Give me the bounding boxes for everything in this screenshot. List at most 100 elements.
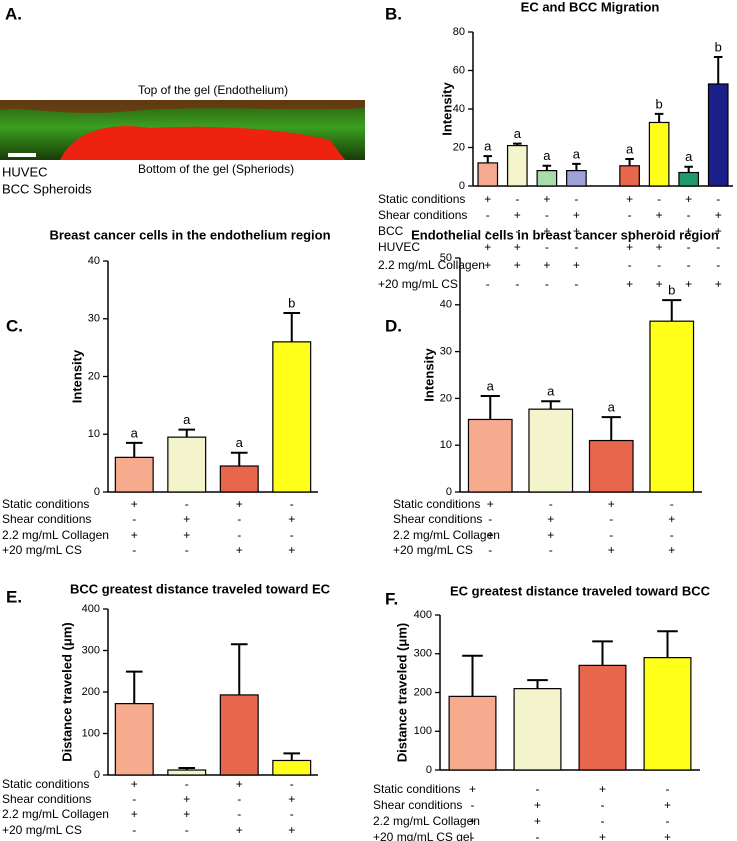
condition-mark: + [484,258,491,272]
error-bar [684,165,693,173]
condition-mark: + [626,277,633,291]
condition-mark: + [288,512,295,526]
error-bar [527,679,548,689]
bar [219,465,259,493]
condition-mark: - [687,258,691,272]
significance-letter: a [543,148,551,163]
bar [219,694,259,776]
condition-mark: + [573,224,580,238]
y-tick-label: 50 [440,252,452,264]
significance-letter: a [131,425,139,440]
condition-mark: - [628,258,632,272]
y-tick-label: 400 [82,603,100,615]
bar-chart: C. Breast cancer cells in the endothelium… [2,227,331,557]
error-bar [541,400,561,410]
condition-mark: - [132,823,136,837]
panel-label: D. [385,316,402,335]
condition-mark: + [543,192,550,206]
y-axis-label: Distance traveled (μm) [59,622,74,761]
condition-mark: - [237,528,241,542]
condition-mark: - [486,277,490,291]
condition-mark: - [716,258,720,272]
panel-label: C. [6,316,23,335]
panel-label: F. [385,589,398,608]
condition-mark: + [573,258,580,272]
condition-mark: + [543,224,550,238]
condition-label: Shear conditions [378,208,467,222]
condition-mark: + [236,823,243,837]
condition-mark: - [290,807,294,821]
condition-mark: - [628,208,632,222]
condition-mark: - [290,497,294,511]
error-bar [513,142,522,146]
y-tick-label: 40 [453,103,465,115]
error-bar [572,162,581,171]
condition-mark: - [515,224,519,238]
error-bar [125,670,143,704]
error-bar [462,654,483,697]
panel-label: A. [5,4,22,23]
condition-label: 2.2 mg/mL Collagen [393,528,500,542]
y-tick-label: 300 [82,644,100,656]
error-bar [713,56,723,84]
condition-mark: + [484,192,491,206]
bar [448,695,497,771]
y-tick-label: 400 [414,609,432,621]
condition-mark: + [685,224,692,238]
condition-mark: + [514,208,521,222]
condition-mark: - [628,224,632,238]
y-tick-label: 30 [88,313,100,325]
condition-mark: - [237,792,241,806]
bar [619,165,640,187]
y-tick-label: 0 [94,486,100,498]
error-bar [283,311,301,342]
condition-mark: - [132,543,136,557]
condition-mark: + [534,798,541,812]
y-tick-label: 300 [414,648,432,660]
condition-label: Static conditions [393,497,480,511]
condition-mark: + [469,814,476,828]
condition-mark: - [687,208,691,222]
bar [707,83,729,187]
bar [167,436,207,493]
condition-mark: + [288,792,295,806]
bar-chart: B. EC and BCC Migration Intensity 0 20 40 60 80… [378,0,733,291]
condition-mark: - [545,240,549,254]
condition-mark: + [236,497,243,511]
bar-chart: E. BCC greatest distance traveled toward … [2,581,331,837]
significance-letter: b [288,295,295,310]
condition-mark: + [599,782,606,796]
condition-mark: - [545,277,549,291]
condition-mark: + [608,497,615,511]
condition-mark: + [131,807,138,821]
condition-mark: + [599,830,606,841]
error-bar [662,299,682,322]
error-bar [178,428,196,438]
bar [272,341,312,493]
condition-mark: - [185,543,189,557]
spheroid-region [60,126,345,160]
bar-chart: D. Endothelial cells in breast cancer sph… [385,227,719,557]
condition-mark: + [131,528,138,542]
condition-mark: + [626,192,633,206]
bottom-label: Bottom of the gel (Spheriods) [138,162,294,176]
condition-mark: - [185,823,189,837]
bar [513,688,562,771]
bar [648,121,670,187]
error-bar [283,752,301,761]
condition-mark: + [656,240,663,254]
condition-mark: + [183,792,190,806]
error-bar [625,158,634,166]
error-bar [657,630,678,658]
condition-mark: - [574,277,578,291]
condition-mark: + [626,240,633,254]
condition-mark: + [514,258,521,272]
significance-letter: a [484,139,492,154]
y-tick-label: 10 [88,428,100,440]
condition-label: Static conditions [2,777,89,791]
condition-mark: + [514,240,521,254]
bar [272,759,312,776]
condition-label: 2.2 mg/mL Collagen [2,528,109,542]
y-tick-label: 80 [453,26,465,38]
